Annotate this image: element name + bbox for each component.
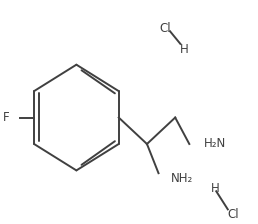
Text: F: F: [3, 111, 9, 124]
Text: Cl: Cl: [227, 208, 239, 222]
Text: H₂N: H₂N: [203, 138, 226, 151]
Text: Cl: Cl: [159, 22, 171, 35]
Text: H: H: [180, 43, 189, 56]
Text: NH₂: NH₂: [171, 172, 194, 185]
Text: H: H: [211, 182, 219, 195]
